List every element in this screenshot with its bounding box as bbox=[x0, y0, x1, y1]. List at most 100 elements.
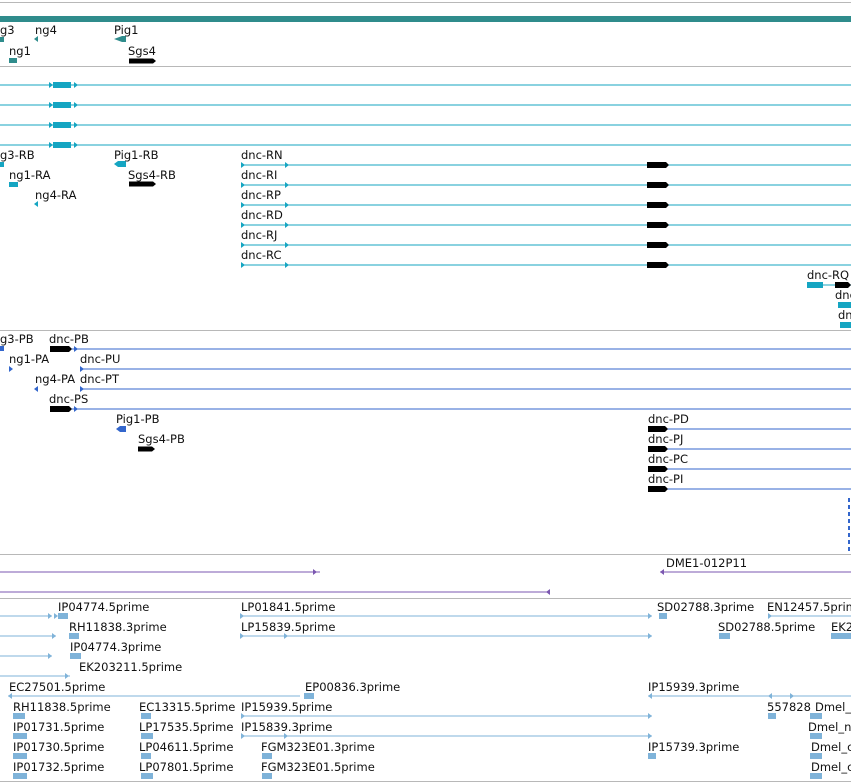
est-feature-label[interactable]: Dmel_c bbox=[811, 740, 851, 754]
gene-feature-label[interactable]: Pig1 bbox=[114, 23, 139, 37]
transcript-feature-label[interactable]: g3-RB bbox=[0, 148, 35, 162]
dnc-transcript-start-5 bbox=[241, 242, 245, 248]
bac-feature-label[interactable]: DME1-012P11 bbox=[666, 556, 748, 570]
gene-feature-label[interactable]: g3 bbox=[0, 23, 15, 37]
est-ip15939-5-arrow bbox=[648, 713, 652, 719]
dnc-transcript-arrow-6 bbox=[285, 262, 289, 268]
protein-dnc-exon-4 bbox=[648, 486, 668, 492]
transcript-ng1ra-mark bbox=[9, 182, 18, 187]
est-feature-label[interactable]: IP01730.5prime bbox=[13, 740, 105, 754]
dnc-transcript-exon-5 bbox=[647, 242, 669, 248]
protein-feature-label[interactable]: dnc-PD bbox=[648, 412, 689, 426]
dnc-transcript-start-2 bbox=[241, 182, 245, 188]
gene-pig1-mark bbox=[114, 36, 126, 42]
transcript-feature-label[interactable]: dnc-RI bbox=[241, 168, 278, 182]
transcript-sgs4rb-mark bbox=[129, 181, 156, 187]
est-feature-label[interactable]: EK2 bbox=[831, 620, 851, 634]
est-feature-label[interactable]: FGM323E01.5prime bbox=[261, 760, 375, 774]
dnc-transcript-partial-2 bbox=[840, 322, 851, 328]
est-feature-label[interactable]: LP04611.5prime bbox=[139, 740, 234, 754]
est-feature-label[interactable]: EC27501.5prime bbox=[9, 680, 106, 694]
transcript-strand-arrow-b-1 bbox=[49, 82, 53, 88]
gene-feature-label[interactable]: Sgs4 bbox=[128, 44, 156, 58]
est-feature-label[interactable]: SD02788.3prime bbox=[657, 600, 755, 614]
est-feature-label[interactable]: EP00836.3prime bbox=[305, 680, 401, 694]
bac-dme1-arrow bbox=[660, 569, 664, 575]
est-feature-label[interactable]: EN12457.5prime bbox=[767, 600, 851, 614]
gene-feature-label[interactable]: ng4 bbox=[35, 23, 57, 37]
transcript-feature-label[interactable]: dnc-RQ bbox=[807, 268, 850, 282]
est-en12457-arrow bbox=[768, 613, 772, 619]
dnc-transcript-exon-6 bbox=[647, 262, 669, 268]
protein-feature-label[interactable]: ng1-PA bbox=[9, 352, 50, 366]
transcript-feature-label[interactable]: dnc-RD bbox=[241, 208, 283, 222]
est-feature-label[interactable]: IP15839.3prime bbox=[241, 720, 333, 734]
transcript-feature-label[interactable]: dnc-RN bbox=[241, 148, 283, 162]
transcript-feature-label[interactable]: Pig1-RB bbox=[114, 148, 159, 162]
gene-span-bar bbox=[0, 16, 851, 22]
est-feature-label[interactable]: LP01841.5prime bbox=[241, 600, 336, 614]
est-r1a-arrow bbox=[48, 613, 52, 619]
protein-feature-label[interactable]: ng4-PA bbox=[35, 372, 76, 386]
est-r1a-arrow2 bbox=[54, 613, 58, 619]
protein-feature-label[interactable]: dnc-PT bbox=[80, 372, 120, 386]
transcript-feature-label[interactable]: dnc-RJ bbox=[241, 228, 278, 242]
transcript-feature-label[interactable]: dnc bbox=[835, 288, 851, 302]
transcript-feature-label[interactable]: ng4-RA bbox=[35, 188, 77, 202]
protein-dnc-exon-3 bbox=[648, 466, 668, 472]
dnc-transcript-arrow-5 bbox=[285, 242, 289, 248]
est-feature-label[interactable]: IP01732.5prime bbox=[13, 760, 105, 774]
est-feature-label[interactable]: LP07801.5prime bbox=[139, 760, 234, 774]
protein-feature-label[interactable]: dnc-PI bbox=[648, 472, 684, 486]
protein-dnc-exon-1 bbox=[648, 426, 668, 432]
est-feature-label[interactable]: RH11838.3prime bbox=[69, 620, 167, 634]
est-feature-label[interactable]: IP01731.5prime bbox=[13, 720, 105, 734]
protein-feature-label[interactable]: Sgs4-PB bbox=[138, 432, 185, 446]
protein-feature-label[interactable]: dnc-PS bbox=[49, 392, 89, 406]
transcript-feature-label[interactable]: dn bbox=[838, 308, 851, 322]
gene-feature-label[interactable]: ng1 bbox=[9, 44, 31, 58]
transcript-feature-label[interactable]: Sgs4-RB bbox=[128, 168, 176, 182]
protein-ng4pa-mark bbox=[34, 386, 38, 392]
est-feature-label[interactable]: LP15839.5prime bbox=[241, 620, 336, 634]
dnc-transcript-exon-2 bbox=[647, 182, 669, 188]
protein-feature-label[interactable]: dnc-PU bbox=[80, 352, 121, 366]
dnc-transcript-arrow-3 bbox=[285, 202, 289, 208]
protein-feature-label[interactable]: Pig1-PB bbox=[116, 412, 160, 426]
protein-dncpt-arrow bbox=[80, 386, 84, 392]
protein-feature-label[interactable]: dnc-PJ bbox=[648, 432, 684, 446]
est-feature-label[interactable]: Dmel_ bbox=[815, 700, 851, 714]
protein-feature-label[interactable]: dnc-PC bbox=[648, 452, 689, 466]
est-feature-label[interactable]: IP15939.5prime bbox=[241, 700, 333, 714]
est-feature-label[interactable]: Dmel_c bbox=[811, 760, 851, 774]
transcript-feature-label[interactable]: dnc-RP bbox=[241, 188, 281, 202]
est-ip01732-block bbox=[13, 773, 27, 779]
transcript-feature-label[interactable]: ng1-RA bbox=[9, 168, 51, 182]
est-fgm323e01-5-block bbox=[262, 773, 272, 779]
est-feature-label[interactable]: IP04774.3prime bbox=[70, 640, 162, 654]
est-ip04774-3-block bbox=[70, 653, 81, 659]
est-feature-label[interactable]: Dmel_n bbox=[808, 720, 851, 734]
est-feature-label[interactable]: IP04774.5prime bbox=[58, 600, 150, 614]
est-ip15839-3-start bbox=[241, 733, 245, 739]
est-rh11838-5-block bbox=[13, 713, 25, 719]
est-feature-label[interactable]: FGM323E01.3prime bbox=[261, 740, 375, 754]
est-feature-label[interactable]: RH11838.5prime bbox=[13, 700, 111, 714]
protein-feature-label[interactable]: dnc-PB bbox=[49, 332, 89, 346]
protein-feature-label[interactable]: g3-PB bbox=[0, 332, 34, 346]
est-ip01731-block bbox=[13, 733, 27, 739]
est-feature-label[interactable]: 557828 bbox=[767, 700, 811, 714]
est-feature-label[interactable]: SD02788.5prime bbox=[718, 620, 816, 634]
bac-arrow-2 bbox=[546, 589, 550, 595]
protein-dncpb-exon bbox=[50, 346, 72, 352]
est-feature-label[interactable]: EC13315.5prime bbox=[139, 700, 236, 714]
est-dmel-block-2 bbox=[810, 733, 822, 739]
est-feature-label[interactable]: IP15739.3prime bbox=[648, 740, 740, 754]
est-feature-label[interactable]: EK203211.5prime bbox=[79, 660, 183, 674]
transcript-feature-label[interactable]: dnc-RC bbox=[241, 248, 282, 262]
est-feature-label[interactable]: LP17535.5prime bbox=[139, 720, 234, 734]
protein-dncps-arrow bbox=[74, 406, 78, 412]
est-feature-label[interactable]: IP15939.3prime bbox=[648, 680, 740, 694]
transcript-strand-arrow-b-2 bbox=[49, 102, 53, 108]
dnc-transcript-arrow-1 bbox=[285, 162, 289, 168]
